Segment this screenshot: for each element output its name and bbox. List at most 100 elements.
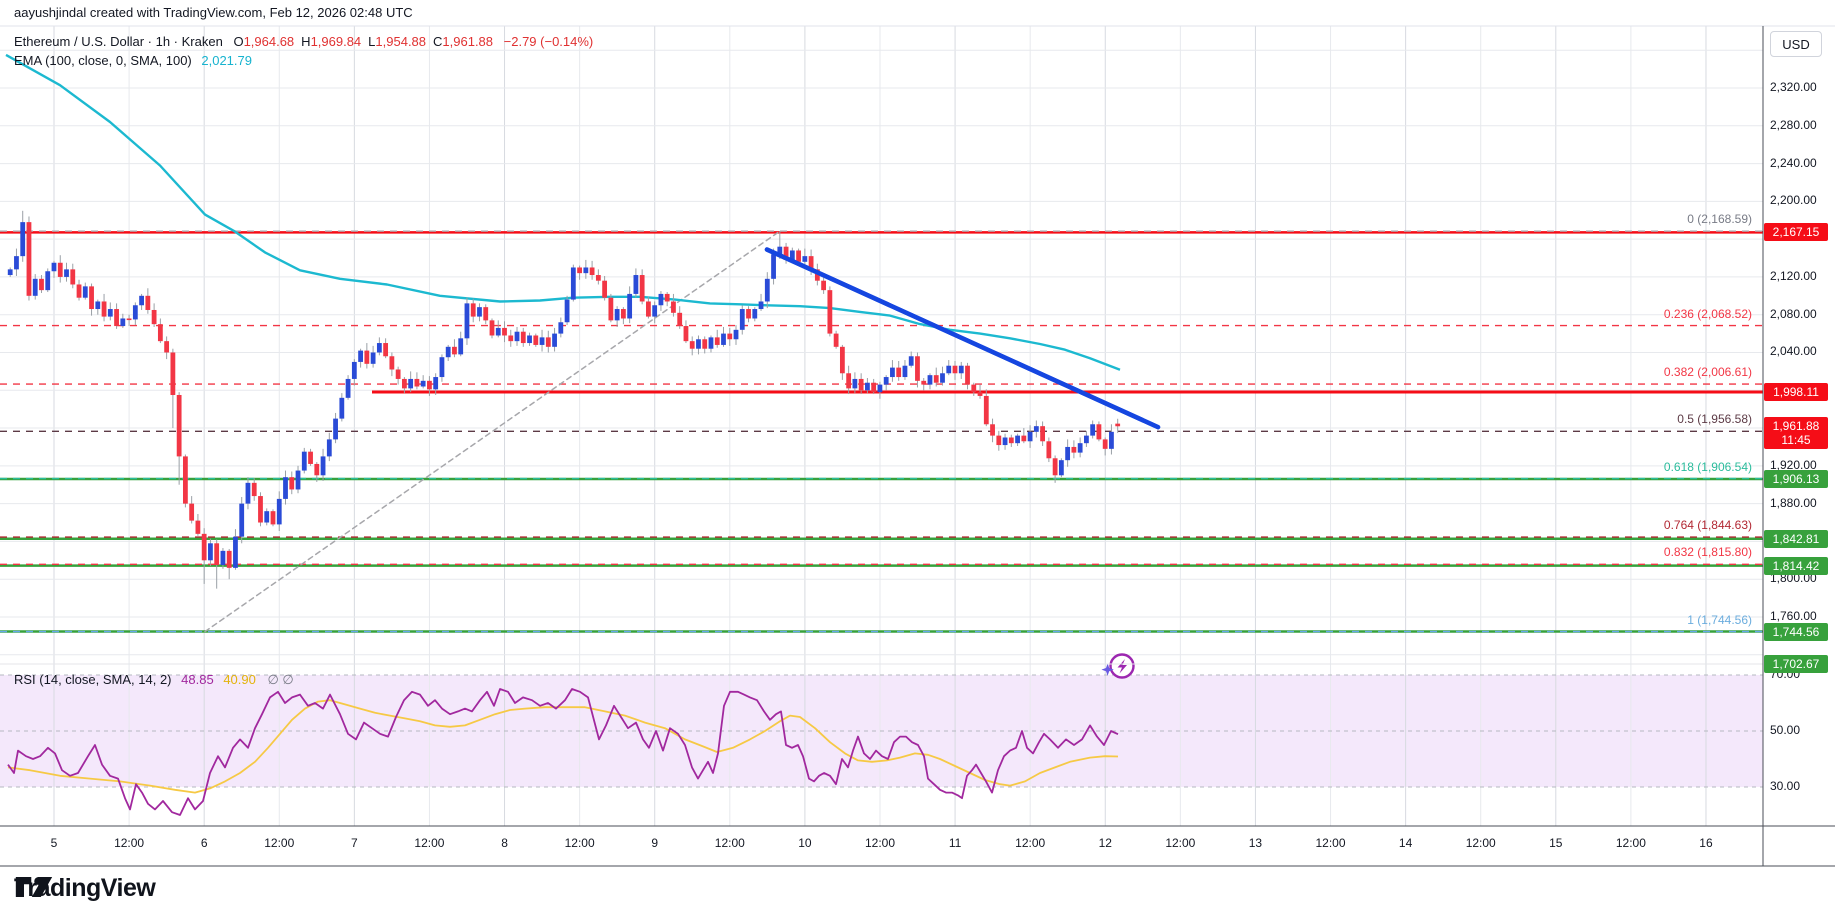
time-axis-label[interactable]: 12:00 <box>1165 836 1196 850</box>
rsi-axis-label[interactable]: 30.00 <box>1770 779 1801 793</box>
price-axis-label[interactable]: 2,280.00 <box>1770 117 1817 132</box>
price-axis-badge[interactable]: 1,814.42 <box>1764 556 1828 575</box>
price-axis-label[interactable]: 2,200.00 <box>1770 193 1817 208</box>
time-axis-label[interactable]: 12 <box>1098 836 1112 850</box>
candle-up <box>764 278 770 302</box>
candle-down <box>533 335 539 345</box>
time-axis-label[interactable]: 5 <box>50 836 58 850</box>
lightning-bolt-icon <box>1117 659 1127 674</box>
time-axis-label[interactable]: 7 <box>351 836 358 850</box>
candle-up <box>890 367 895 378</box>
candle-down <box>195 520 201 534</box>
currency-toggle-button[interactable]: USD <box>1770 31 1822 57</box>
ohlc-values: O1,964.68 H1,969.84 L1,954.88 C1,961.88 <box>226 34 493 49</box>
candle-down <box>427 380 432 390</box>
symbol-header[interactable]: Ethereum / U.S. Dollar · 1h · Kraken O1,… <box>14 34 593 49</box>
candle-up <box>908 356 914 366</box>
candle-up <box>477 307 482 317</box>
candle-up <box>107 309 113 317</box>
candle-down <box>589 267 595 276</box>
candle-down <box>189 503 195 521</box>
candle-up <box>652 305 658 317</box>
candle-up <box>739 309 745 330</box>
candle-up <box>420 380 426 387</box>
candle-down <box>164 341 170 353</box>
price-axis-badge[interactable]: 1,998.11 <box>1764 383 1828 402</box>
time-axis-label[interactable]: 12:00 <box>1465 836 1496 850</box>
candle-down <box>858 378 864 391</box>
time-axis-label[interactable]: 13 <box>1248 836 1263 850</box>
time-axis-label[interactable]: 16 <box>1699 836 1713 850</box>
time-axis-label[interactable]: 12:00 <box>714 836 745 850</box>
time-axis-label[interactable]: 10 <box>798 836 812 850</box>
time-axis-label[interactable]: 9 <box>651 836 659 850</box>
candle-up <box>696 339 701 349</box>
fib-level-label: 0.618 (1,906.54) <box>1663 459 1752 474</box>
time-axis-label[interactable]: 6 <box>200 836 208 850</box>
candle-down <box>620 309 626 319</box>
candle-up <box>464 303 470 339</box>
ema-legend[interactable]: EMA (100, close, 0, SMA, 100) 2,021.79 <box>14 53 252 68</box>
candle-up <box>1002 437 1008 446</box>
candle-up <box>51 262 57 272</box>
price-axis-label[interactable]: 1,880.00 <box>1770 495 1817 510</box>
candle-down <box>952 365 958 374</box>
price-axis-label[interactable]: 2,320.00 <box>1770 80 1817 94</box>
ema-legend-value: 2,021.79 <box>201 53 252 68</box>
time-axis-label[interactable]: 12:00 <box>1615 836 1646 850</box>
time-axis-label[interactable]: 15 <box>1549 836 1563 850</box>
candle-up <box>583 267 589 274</box>
candle-up <box>339 397 345 419</box>
price-axis-label[interactable]: 2,080.00 <box>1770 306 1817 321</box>
tradingview-logo[interactable]: TradingView <box>14 874 156 903</box>
symbol-title[interactable]: Ethereum / U.S. Dollar · 1h · Kraken <box>14 34 223 49</box>
candle-up <box>20 222 26 257</box>
candle-down <box>996 435 1002 446</box>
price-axis-badge[interactable]: 1,961.88 11:45 <box>1764 417 1828 450</box>
time-axis-label[interactable]: 14 <box>1398 836 1413 850</box>
time-axis-label[interactable]: 12:00 <box>264 836 295 850</box>
time-axis-label[interactable]: 12:00 <box>564 836 595 850</box>
candle-down <box>414 378 420 387</box>
candle-up <box>64 269 69 277</box>
time-axis-label[interactable]: 12:00 <box>414 836 445 850</box>
candle-up <box>320 456 326 476</box>
price-axis-badge[interactable]: 1,842.81 <box>1764 529 1828 548</box>
fib-level-label: 0.382 (2,006.61) <box>1663 365 1752 380</box>
rsi-legend-label[interactable]: RSI (14, close, SMA, 14, 2) <box>14 672 172 687</box>
candle-down <box>814 269 820 281</box>
time-axis-label[interactable]: 12:00 <box>114 836 145 850</box>
time-axis-label[interactable]: 11 <box>948 836 962 850</box>
ema-legend-label[interactable]: EMA (100, close, 0, SMA, 100) <box>14 53 192 68</box>
candle-down <box>702 339 708 349</box>
candle-up <box>1077 443 1083 453</box>
price-axis-badge[interactable]: 1,744.56 <box>1764 622 1828 641</box>
price-axis-label[interactable]: 2,120.00 <box>1770 268 1817 283</box>
candle-up <box>7 269 13 276</box>
fib-base-line <box>204 230 781 633</box>
price-axis-badge[interactable]: 1,906.13 <box>1764 469 1828 488</box>
candle-up <box>564 299 570 323</box>
time-axis-label[interactable]: 8 <box>501 836 508 850</box>
price-axis-label[interactable]: 1,800.00 <box>1770 571 1817 586</box>
rsi-axis-label[interactable]: 50.00 <box>1770 723 1801 737</box>
candle-up <box>132 305 138 320</box>
price-axis-label[interactable]: 2,240.00 <box>1770 155 1817 170</box>
candle-down <box>389 356 395 370</box>
fib-level-label: 0 (2,168.59) <box>1687 212 1752 227</box>
candle-up <box>139 295 144 306</box>
rsi-legend[interactable]: RSI (14, close, SMA, 14, 2) 48.85 40.90 … <box>14 672 294 688</box>
price-axis-badge[interactable]: 1,702.67 <box>1764 655 1828 673</box>
time-axis-label[interactable]: 12:00 <box>864 836 895 850</box>
price-axis-badge[interactable]: 2,167.15 <box>1764 223 1828 242</box>
candle-down <box>489 320 495 336</box>
candle-down <box>289 477 295 490</box>
candle-up <box>208 543 213 561</box>
price-axis-label[interactable]: 1,920.00 <box>1770 457 1817 472</box>
price-axis-label[interactable]: 2,040.00 <box>1770 344 1817 359</box>
time-axis-label[interactable]: 12:00 <box>1015 836 1046 850</box>
candle-down <box>26 222 32 296</box>
price-axis-label[interactable]: 1,760.00 <box>1770 608 1817 623</box>
time-axis-label[interactable]: 12:00 <box>1315 836 1346 850</box>
